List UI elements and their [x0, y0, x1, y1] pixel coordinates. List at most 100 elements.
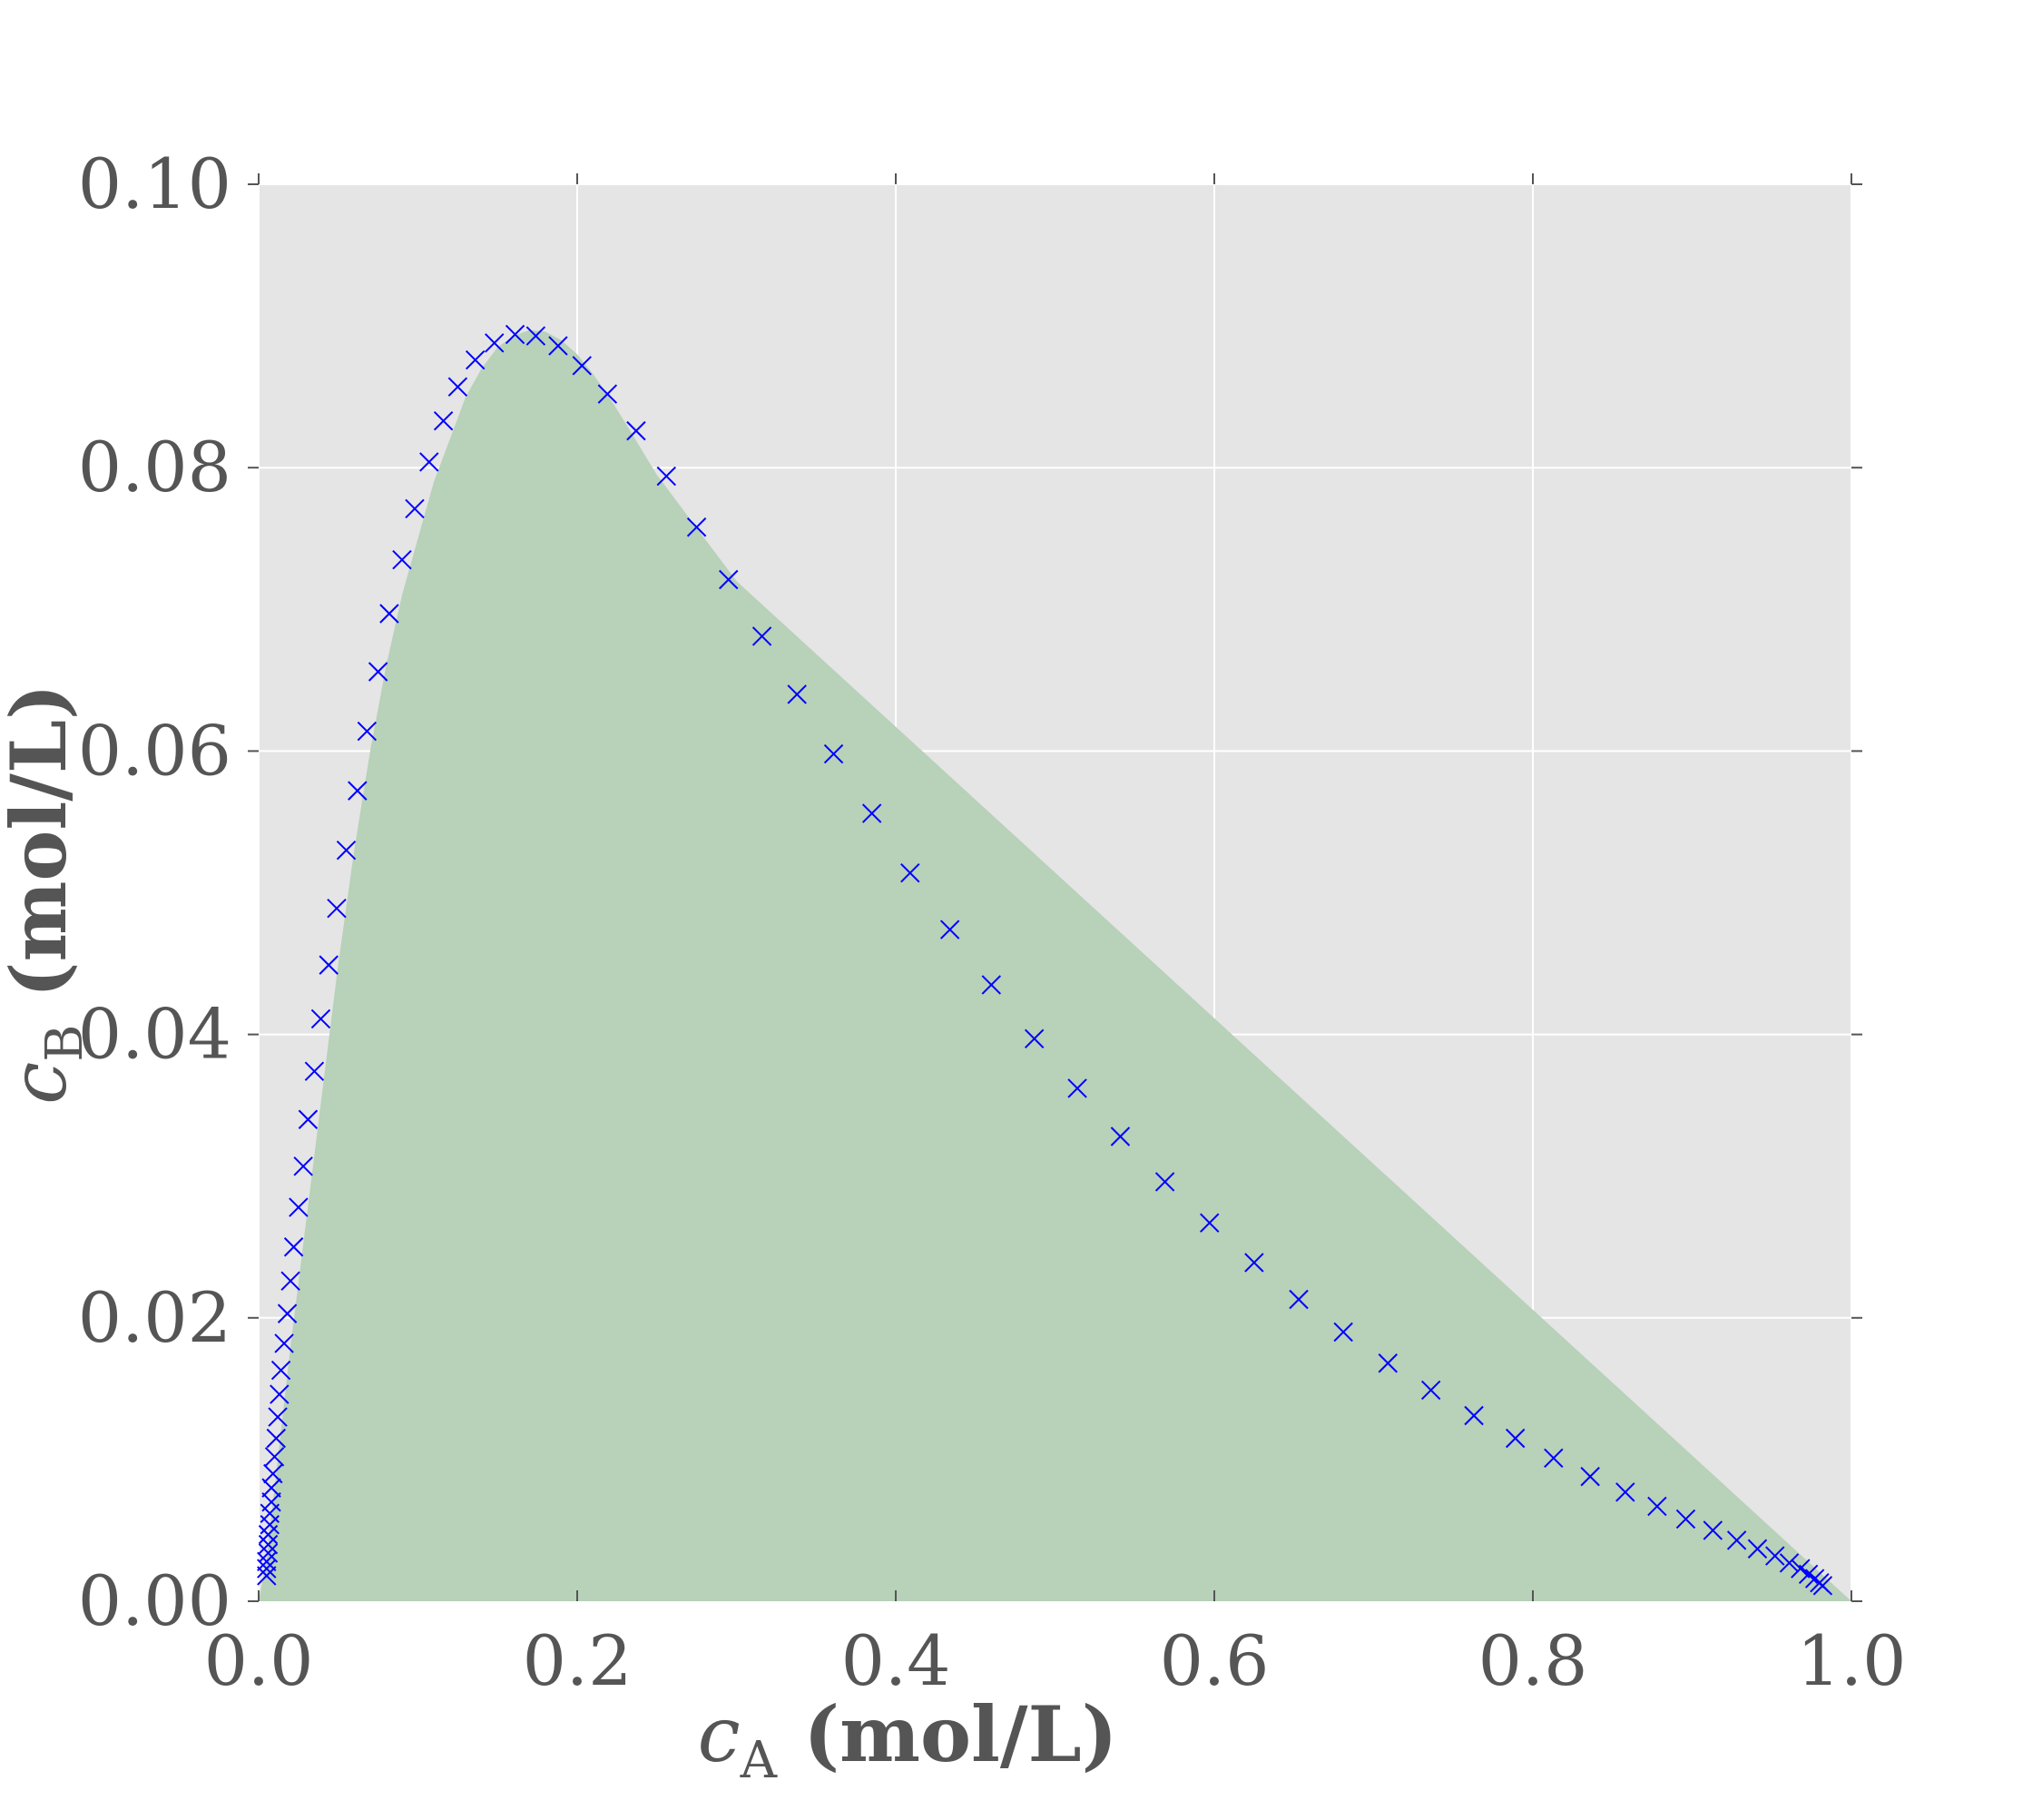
x-axis-sub: A [740, 1731, 778, 1790]
data-point [261, 1492, 281, 1512]
x-tick-label: 0.4 [841, 1620, 951, 1701]
data-point [257, 1566, 277, 1586]
y-tick-label: 0.08 [78, 427, 231, 507]
data-point [525, 326, 546, 346]
data-point [981, 975, 1002, 995]
data-point [1067, 1078, 1087, 1098]
data-point [379, 604, 399, 624]
data-point [572, 356, 592, 376]
y-tick-label: 0.00 [78, 1560, 231, 1641]
x-axis-unit: (mol/L) [803, 1689, 1117, 1779]
data-point [298, 1109, 319, 1129]
data-point [656, 466, 676, 487]
data-point [1765, 1546, 1785, 1566]
axis-ticks [248, 173, 1862, 1602]
data-point [277, 1304, 298, 1323]
data-point [626, 420, 646, 441]
x-tick-label: 0.6 [1160, 1620, 1270, 1701]
data-point [263, 1463, 283, 1484]
data-point [1378, 1353, 1399, 1373]
axis-tick-labels: 0.0 0.2 0.4 0.6 0.8 1.0 0.00 0.02 0.04 0.06 0.08 0.… [78, 143, 1907, 1701]
data-point [1505, 1428, 1526, 1449]
data-point [1244, 1253, 1264, 1273]
data-point [270, 1384, 290, 1404]
data-point [270, 1360, 291, 1381]
data-point [1289, 1289, 1309, 1310]
data-point [597, 384, 618, 404]
data-point [1703, 1520, 1723, 1540]
data-point [719, 569, 739, 590]
data-point [1154, 1172, 1175, 1192]
data-point [1726, 1530, 1747, 1550]
data-point [266, 1428, 287, 1449]
y-tick-label: 0.10 [78, 143, 231, 224]
data-point [447, 377, 468, 397]
data-point [686, 517, 707, 537]
data-point [289, 1197, 309, 1217]
data-point [405, 498, 425, 519]
data-point [1544, 1448, 1564, 1469]
data-point [1791, 1559, 1811, 1579]
data-point [268, 1407, 288, 1427]
x-tick-label: 0.8 [1478, 1620, 1588, 1701]
data-point [419, 452, 439, 472]
data-markers [257, 324, 1833, 1596]
data-point [274, 1333, 294, 1353]
shaded-region-layer [259, 330, 1851, 1602]
data-point [1333, 1322, 1353, 1343]
data-point [368, 662, 388, 682]
data-point [258, 1543, 279, 1563]
data-point [787, 684, 807, 704]
data-point [433, 410, 454, 431]
data-point [1615, 1482, 1635, 1502]
data-point [1779, 1553, 1800, 1573]
data-point [823, 743, 844, 764]
data-point [258, 1534, 279, 1555]
y-axis-var: c [0, 1062, 83, 1105]
data-point [392, 549, 412, 570]
x-axis-title: cA (mol/L) [698, 1689, 1118, 1790]
data-point [1675, 1509, 1696, 1530]
y-axis-unit: (mol/L) [0, 684, 83, 998]
data-point [1464, 1405, 1484, 1426]
data-point [348, 781, 368, 801]
x-axis-var: c [698, 1690, 741, 1779]
y-axis-sub: B [35, 1025, 94, 1062]
data-point [283, 1237, 304, 1257]
data-point [1647, 1496, 1667, 1517]
data-point [257, 1551, 277, 1571]
x-tick-label: 0.0 [204, 1620, 314, 1701]
data-point [310, 1008, 331, 1029]
data-point [1110, 1126, 1131, 1146]
data-point [357, 721, 378, 742]
data-point [304, 1061, 325, 1081]
data-point [1747, 1539, 1768, 1559]
data-point [751, 626, 772, 646]
data-point [280, 1271, 300, 1291]
data-point [1420, 1380, 1441, 1401]
data-point [1200, 1213, 1220, 1233]
data-point [1798, 1564, 1819, 1585]
data-point [336, 840, 357, 861]
data-point [1812, 1576, 1833, 1596]
data-point [861, 803, 882, 823]
y-tick-label: 0.02 [78, 1277, 231, 1358]
data-point [465, 349, 486, 370]
data-point [319, 955, 339, 975]
data-point [900, 862, 920, 883]
data-point [1024, 1028, 1045, 1048]
data-point [939, 920, 960, 940]
y-tick-label: 0.04 [78, 994, 231, 1075]
data-point [548, 336, 568, 356]
data-point [505, 324, 525, 345]
data-point [327, 898, 347, 919]
x-tick-label: 1.0 [1797, 1620, 1907, 1701]
data-point [264, 1447, 285, 1467]
data-point [293, 1156, 313, 1176]
data-point [257, 1559, 277, 1579]
y-axis-title: cB (mol/L) [0, 684, 94, 1105]
feasible-region [259, 330, 1851, 1602]
y-tick-label: 0.06 [78, 710, 231, 791]
